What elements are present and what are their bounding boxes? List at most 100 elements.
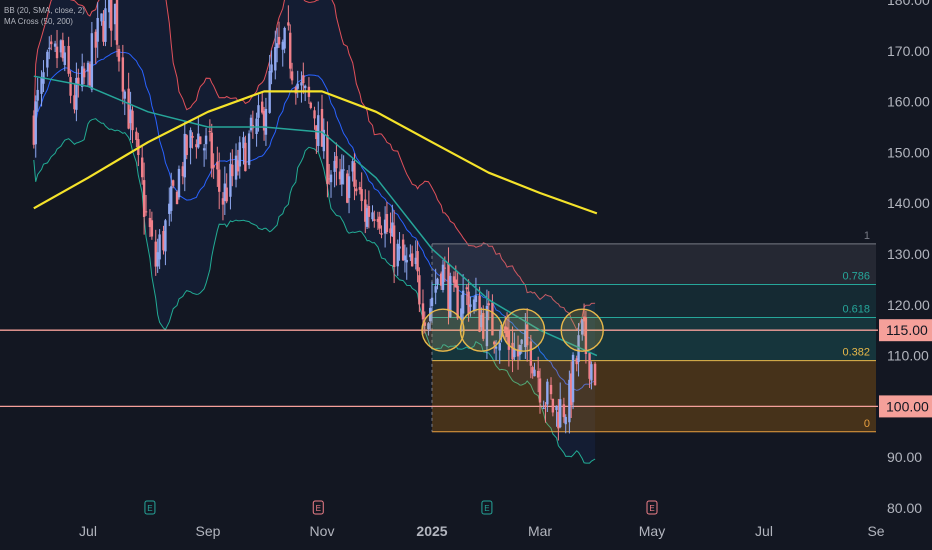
candle-body [164, 220, 167, 252]
candle-body [460, 308, 463, 320]
candle-body [53, 43, 57, 47]
earnings-icon[interactable] [481, 500, 493, 515]
candle-body [275, 43, 279, 49]
candle-body [150, 220, 154, 237]
candle-body [158, 234, 161, 260]
candle-body [59, 40, 63, 53]
price-tag[interactable] [879, 395, 932, 418]
candle-body [467, 291, 470, 315]
candle-body [436, 278, 439, 285]
candle-body [378, 216, 381, 229]
candle-body [590, 364, 593, 381]
bb-lower-line [33, 118, 596, 464]
candle-body [129, 109, 132, 124]
candle-body [593, 363, 597, 386]
y-tick-label: 90.00 [887, 449, 922, 465]
candle-body [171, 180, 175, 186]
highlight-circle[interactable] [501, 308, 546, 352]
candle-body [117, 48, 121, 62]
candle-body [113, 3, 117, 25]
candle-body [328, 178, 331, 180]
highlight-circle[interactable] [459, 308, 504, 352]
candle-body [50, 41, 53, 45]
candle-body [156, 252, 159, 267]
highlight-circles[interactable] [421, 308, 604, 352]
candle-body [355, 188, 358, 192]
earnings-icon[interactable] [646, 500, 658, 515]
candle-body [520, 339, 523, 344]
candle-body [320, 108, 324, 147]
horizontal-levels[interactable] [0, 329, 878, 408]
candle-body [371, 212, 374, 220]
candle-body [300, 82, 303, 86]
candle-body [403, 255, 407, 261]
candle-body [347, 176, 351, 199]
candle-body [329, 174, 333, 183]
candles [32, 0, 597, 441]
candle-body [123, 91, 126, 99]
candle-body [482, 313, 485, 339]
candle-body [546, 381, 549, 405]
candle-body [115, 0, 119, 45]
candle-body [558, 399, 562, 428]
candle-body [380, 233, 383, 235]
earnings-icon[interactable] [312, 500, 324, 515]
earnings-icon[interactable] [144, 500, 156, 515]
earnings-icon-label: E [316, 504, 321, 513]
candle-body [478, 295, 481, 332]
candle-body [229, 163, 232, 197]
candle-body [104, 8, 107, 42]
candle-body [427, 323, 430, 330]
candle-body [86, 62, 90, 72]
x-tick-label: Sep [196, 523, 221, 539]
fib-zone [432, 360, 876, 432]
highlight-circle[interactable] [421, 308, 465, 352]
fibonacci-retracement[interactable]: 1 0.786 0.618 0.382 0 [431, 230, 876, 433]
candle-body [100, 13, 103, 22]
candle-body [142, 180, 146, 217]
fib-level-label: 0.786 [842, 270, 870, 282]
x-tick-label: 2025 [416, 523, 447, 539]
candle-body [588, 353, 591, 379]
candle-body [231, 164, 234, 177]
candle-body [353, 162, 356, 187]
candle-body [538, 378, 542, 403]
candle-body [428, 307, 432, 322]
earnings-icon-label: E [649, 504, 654, 513]
candle-body [127, 88, 130, 129]
candle-body [34, 101, 37, 145]
candle-body [274, 47, 277, 71]
candle-body [94, 31, 97, 48]
highlight-circle[interactable] [560, 308, 604, 352]
candle-body [283, 27, 286, 49]
candle-body [401, 239, 405, 261]
price-axis[interactable]: 80.00 90.00 100.00 110.00 120.00 130.00 140.00… [879, 0, 932, 516]
legend: BB (20, SMA, close, 2) MA Cross (50, 200… [4, 6, 85, 26]
price-tag[interactable] [879, 319, 932, 342]
candle-body [247, 133, 251, 166]
candle-body [225, 187, 228, 202]
candle-body [542, 407, 545, 409]
candle-body [513, 348, 516, 358]
candle-body [36, 89, 39, 101]
candle-body [340, 169, 344, 185]
candle-body [264, 108, 268, 135]
candle-body [518, 344, 522, 355]
candle-body [342, 169, 345, 171]
candle-body [281, 41, 284, 50]
candle-body [210, 132, 213, 169]
candle-body [398, 246, 401, 249]
candle-body [584, 317, 588, 355]
candle-body [564, 416, 567, 425]
candle-body [480, 315, 483, 328]
candle-body [234, 155, 238, 180]
time-axis[interactable]: Jul Sep Nov 2025 Mar May Jul Se [79, 523, 885, 539]
candle-body [465, 287, 468, 290]
candle-body [511, 342, 514, 360]
candle-body [555, 405, 558, 411]
candle-body [391, 222, 394, 237]
y-tick-label: 160.00 [887, 94, 930, 110]
candle-body [570, 373, 573, 406]
